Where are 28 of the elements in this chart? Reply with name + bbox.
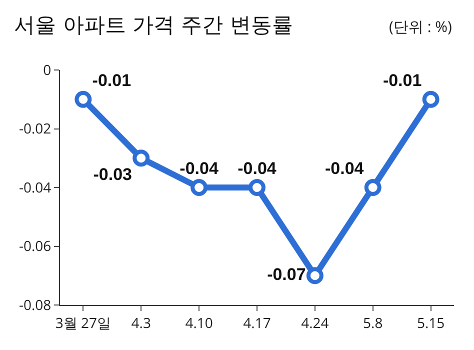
point [132,150,150,167]
y-tick-label: -0.04 [18,178,52,198]
point [306,267,324,284]
data-label: -0.01 [92,71,132,90]
y-tick-label: -0.06 [18,237,52,256]
x-tick-label: 4.17 [243,314,271,333]
point [422,90,440,108]
x-tick-label: 5.8 [363,314,383,333]
data-label: -0.04 [238,159,277,178]
point [248,179,266,196]
y-tick-label: 0 [43,60,52,80]
data-label: -0.04 [325,159,364,178]
y-tick-label: -0.02 [18,120,52,139]
point [364,179,382,196]
chart-title: 서울 아파트 가격 주간 변동률 [14,13,293,38]
chart-subtitle: (단위 : %) [389,17,452,37]
data-label: -0.03 [93,165,132,184]
point [190,179,208,196]
data-label: -0.07 [267,264,306,284]
point [74,90,92,108]
x-tick-label: 3월 27일 [55,314,112,333]
x-tick-label: 5.15 [416,314,445,333]
x-tick-label: 4.24 [301,314,329,333]
data-label: -0.04 [180,159,219,178]
x-tick-label: 4.10 [185,314,213,333]
y-tick-label: -0.08 [18,296,52,315]
x-tick-label: 4.3 [131,314,151,333]
data-label: -0.01 [382,71,422,90]
